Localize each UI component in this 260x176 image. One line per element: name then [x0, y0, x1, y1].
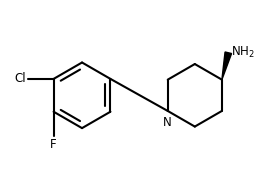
Text: NH$_2$: NH$_2$ — [231, 45, 255, 60]
Text: Cl: Cl — [14, 72, 26, 85]
Text: N: N — [163, 116, 172, 128]
Text: F: F — [50, 138, 57, 151]
Polygon shape — [222, 52, 232, 80]
